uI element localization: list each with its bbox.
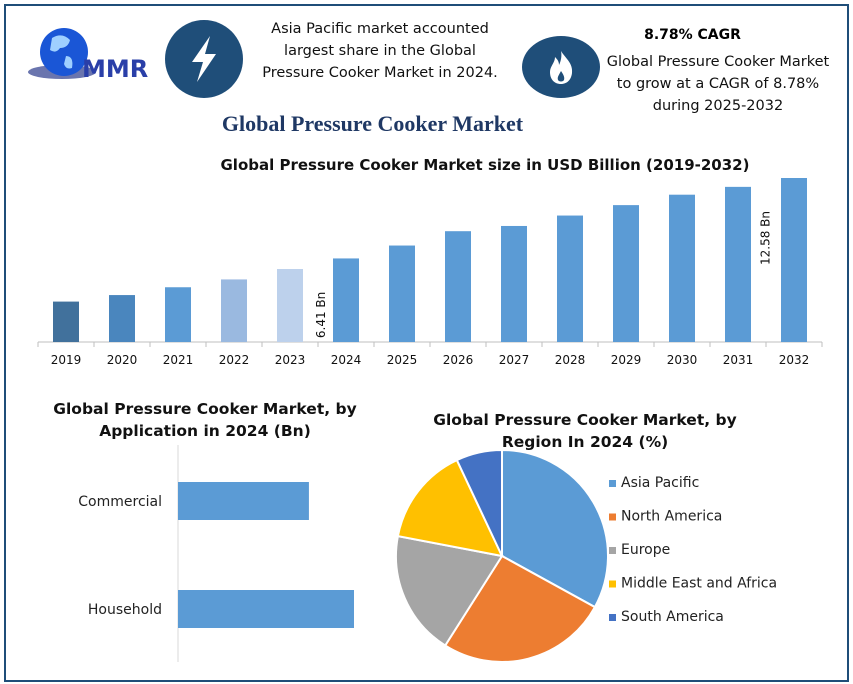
title-line: Global Pressure Cooker Market, by [433,411,737,429]
bar-2027 [501,225,527,342]
title-line: Application in 2024 (Bn) [99,422,311,440]
x-tick-label: 2028 [555,353,586,367]
legend-swatch [609,513,616,521]
x-tick-label: 2021 [163,353,194,367]
application-bar-chart: Commercial Household [78,445,354,662]
bar-2019 [53,301,79,342]
legend-label: North America [621,509,722,525]
x-tick-label: 2027 [499,353,530,367]
bar-2031 [725,186,751,342]
pie-slice-north-america [443,554,597,663]
legend-swatch [609,614,616,621]
bar-2026 [445,231,471,342]
info-asia-pacific: Asia Pacific market accounted largest sh… [250,18,510,84]
bar-2020 [109,295,135,342]
application-chart-title: Global Pressure Cooker Market, by Applic… [50,398,360,442]
bar-chart-title: Global Pressure Cooker Market size in US… [220,156,750,174]
flame-icon [522,36,600,98]
bar-2022 [221,279,247,342]
frame-border [4,4,849,682]
x-tick-label: 2030 [667,353,698,367]
mmr-logo: MMR [22,22,162,92]
bar-household [178,590,354,628]
category-label: Household [88,602,162,618]
region-pie-chart: Asia Pacific North America Europe Middle Ea… [395,448,777,663]
market-size-bar-chart: 2019 2020 2021 2022 2023 2024 6.41 Bn 2025 2026 2… [37,178,823,367]
x-tick-label: 2024 [331,353,362,367]
info-line: Pressure Cooker Market in 2024. [262,65,498,81]
bar-2024 [333,258,359,342]
info-line: largest share in the Global [284,43,476,59]
pie-slice-europe [395,534,504,647]
info-line: Asia Pacific market accounted [271,21,489,37]
lightning-icon [165,20,243,98]
bar-2025 [389,245,415,342]
legend-label: Middle East and Africa [621,576,777,592]
bar-commercial [178,482,309,520]
bar-2029 [613,205,639,342]
svg-text:MMR: MMR [82,55,148,83]
x-tick-label: 2029 [611,353,642,367]
x-tick-label: 2031 [723,353,754,367]
info-line: during 2025-2032 [652,98,784,114]
legend-label: Europe [621,542,670,558]
bar-2032 [781,178,807,342]
x-tick-label: 2020 [107,353,138,367]
x-tick-label: 2023 [275,353,306,367]
category-label: Commercial [78,494,162,510]
title-line: Region In 2024 (%) [501,433,669,451]
x-tick-label: 2026 [443,353,474,367]
x-tick-label: 2025 [387,353,418,367]
info-line: to grow at a CAGR of 8.78% [616,76,820,92]
info-cagr: Global Pressure Cooker Market to grow at… [603,51,833,117]
legend-label: Asia Pacific [621,475,699,491]
legend-label: South America [621,609,724,625]
bar-2023 [277,268,303,342]
bar-2030 [669,194,695,342]
x-tick-label: 2032 [779,353,810,367]
legend-swatch [609,580,616,588]
info-line: Global Pressure Cooker Market [606,54,830,70]
pie-slice-south-america [455,448,503,557]
x-tick-label: 2019 [51,353,82,367]
data-label: 12.58 Bn [759,211,773,265]
region-chart-title: Global Pressure Cooker Market, by Region… [420,409,750,453]
legend-swatch [609,547,616,554]
legend-swatch [609,480,616,487]
pie-slice-asia-pacific [501,448,609,609]
x-tick-label: 2022 [219,353,250,367]
cagr-heading: 8.78% CAGR [644,27,741,43]
bar-2028 [557,215,583,342]
pie-slice-middle-east-and-africa [396,458,504,558]
bar-2021 [165,287,191,342]
data-label: 6.41 Bn [314,292,328,338]
title-line: Global Pressure Cooker Market, by [53,400,357,418]
page-title: Global Pressure Cooker Market [221,111,524,136]
